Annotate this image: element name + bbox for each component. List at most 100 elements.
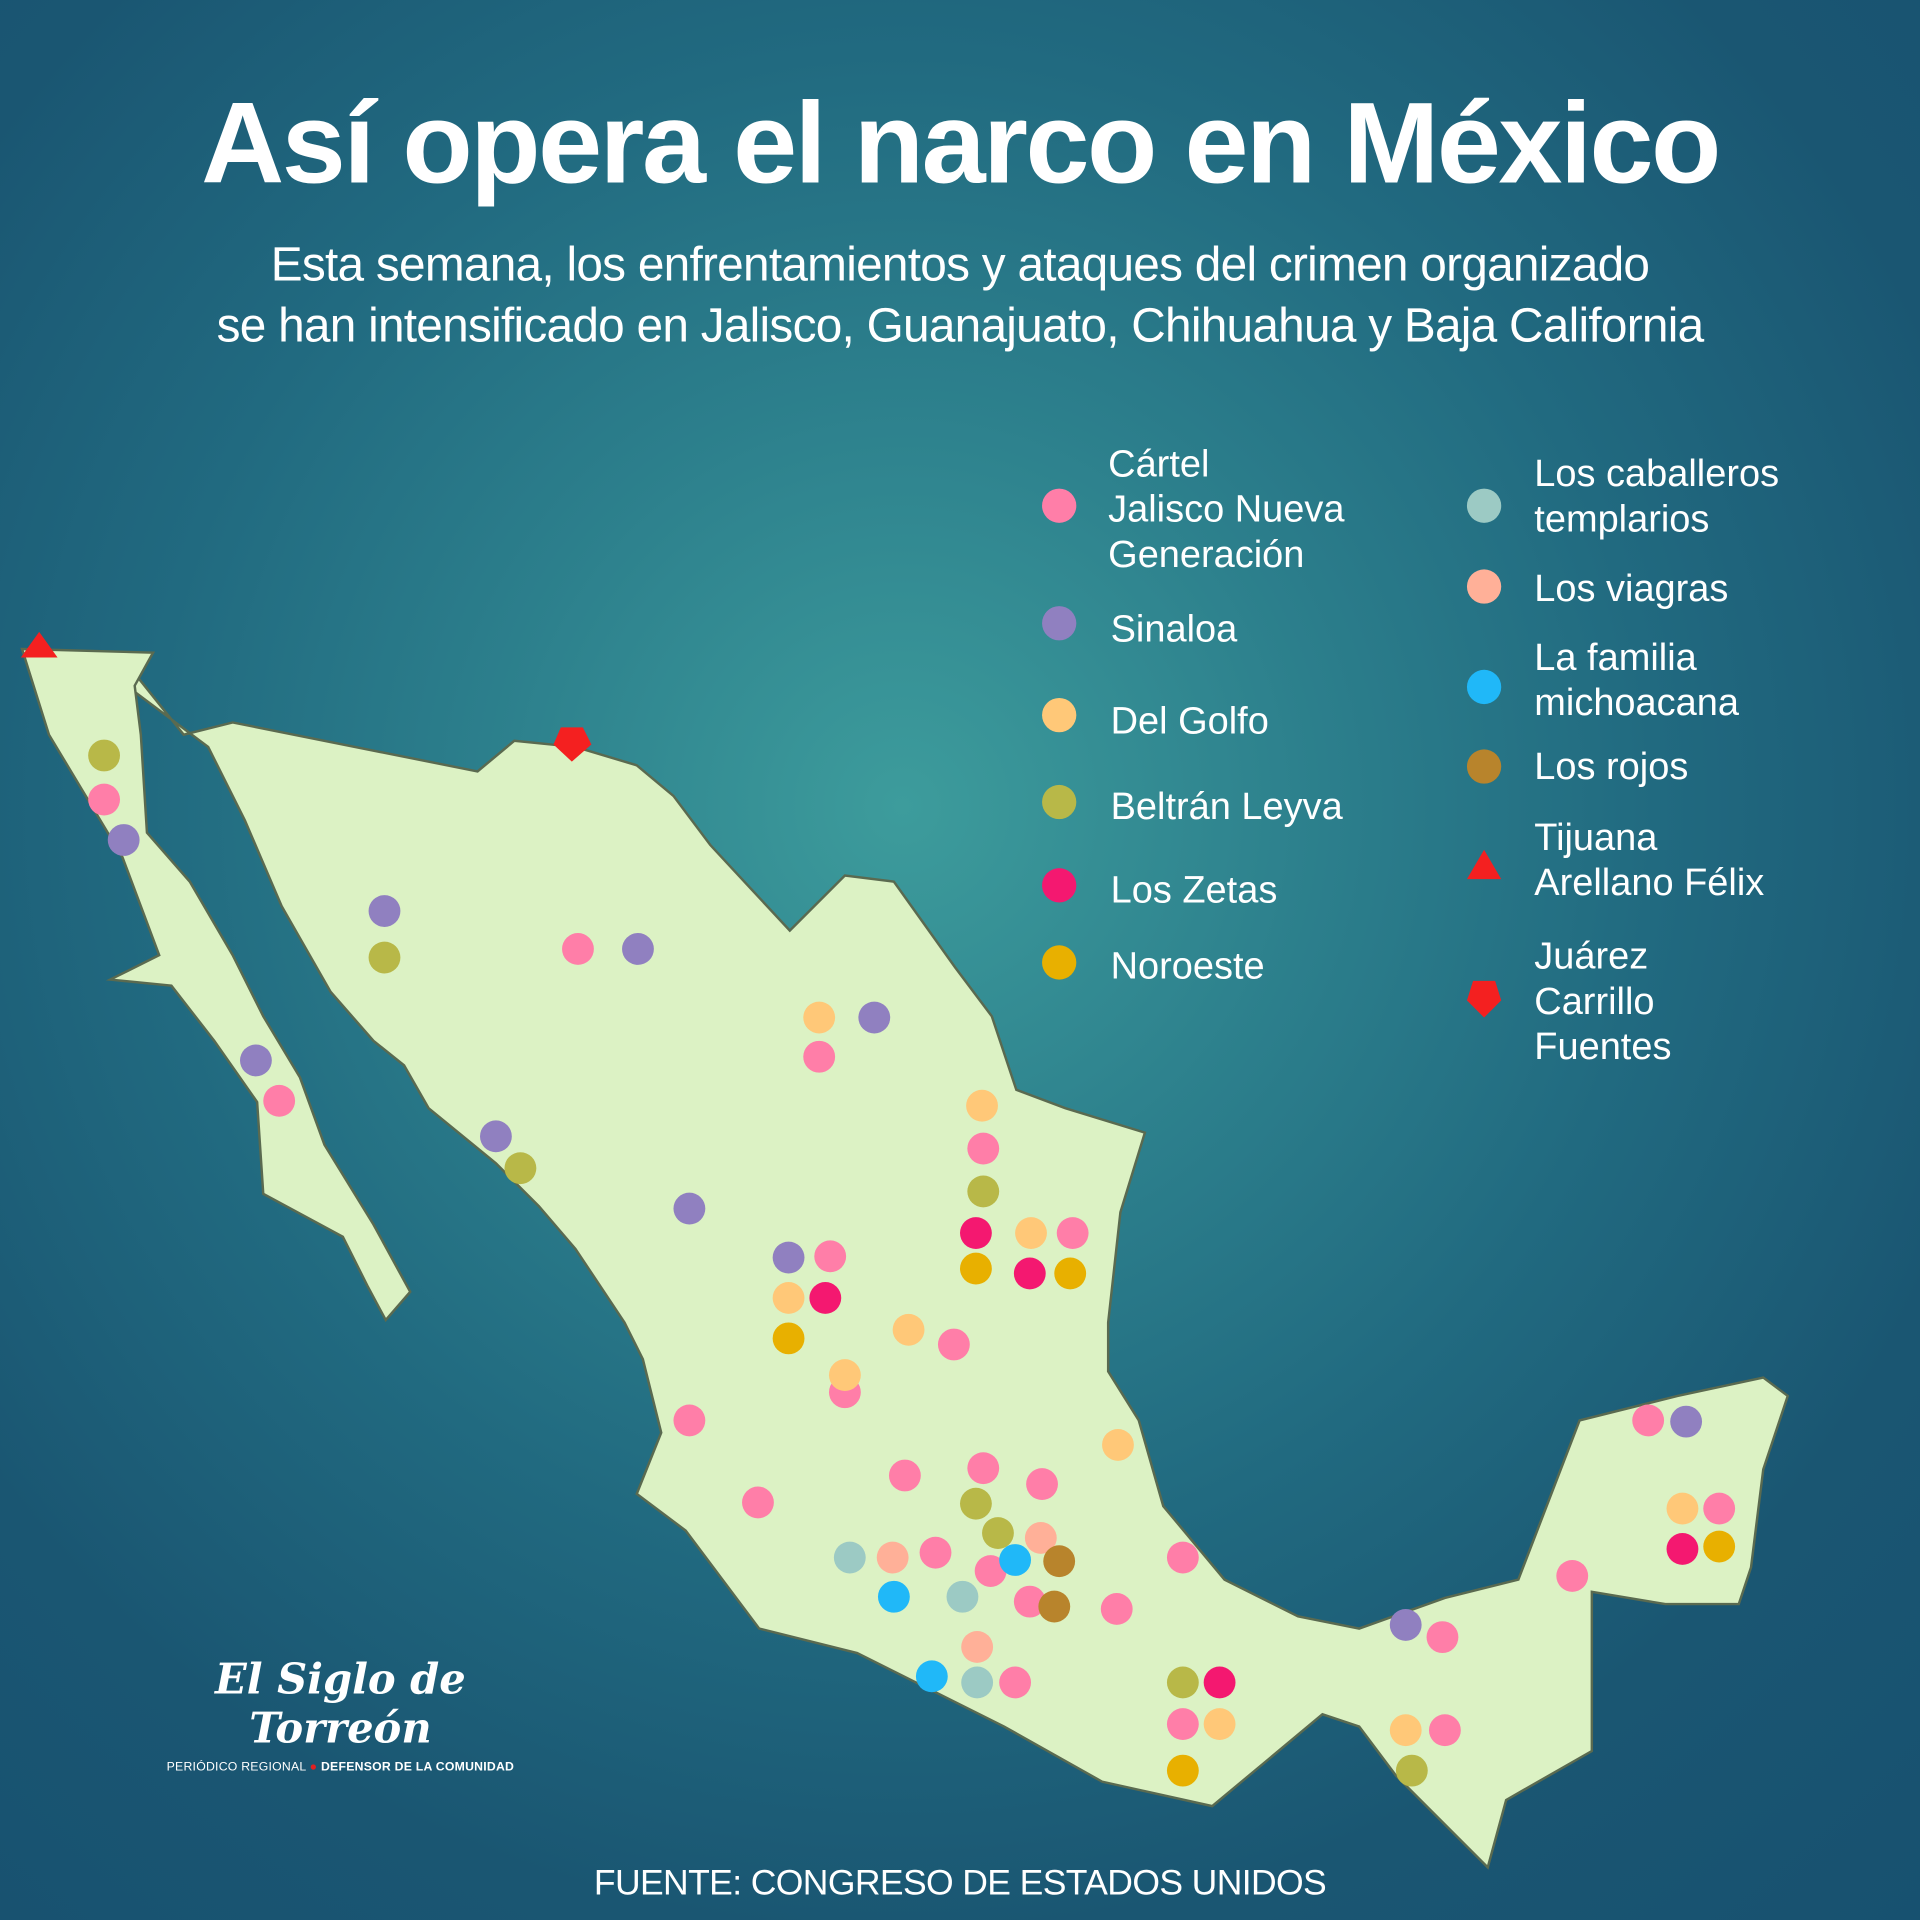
marker-N: [1054, 1257, 1087, 1290]
marker-V: [1024, 1522, 1057, 1554]
marker-J: [999, 1666, 1032, 1699]
legend-label: Noroeste: [1111, 943, 1265, 988]
legend-circle-icon: [1042, 488, 1077, 523]
marker-Z: [1203, 1666, 1236, 1699]
marker-N: [960, 1252, 992, 1285]
legend-circle-icon: [1466, 669, 1502, 705]
legend-label-line: Los rojos: [1534, 744, 1689, 788]
legend-label-line: Beltrán Leyva: [1110, 784, 1343, 828]
legend-circle-icon: [1042, 784, 1077, 820]
marker-J: [1026, 1468, 1058, 1501]
marker-F: [877, 1580, 910, 1613]
marker-S: [107, 824, 140, 856]
marker-G: [892, 1313, 925, 1346]
marker-B: [960, 1487, 992, 1520]
marker-J: [1632, 1404, 1665, 1437]
marker-G: [1102, 1428, 1134, 1461]
marker-S: [858, 1001, 891, 1034]
legend-label-line: Jalisco Nueva: [1108, 487, 1345, 531]
legend-circle-icon: [1466, 749, 1502, 784]
marker-J: [1556, 1560, 1589, 1592]
subtitle-line-1: Esta semana, los enfrentamientos y ataqu…: [270, 238, 1650, 292]
legend-label: Los rojos: [1534, 743, 1688, 788]
marker-R: [1038, 1590, 1071, 1623]
marker-Z: [809, 1282, 842, 1314]
marker-N: [1166, 1754, 1199, 1787]
subtitle-line-2: se han intensificado en Jalisco, Guanaju…: [216, 300, 1705, 353]
marker-J: [1100, 1593, 1133, 1625]
legend-label: La familia michoacana: [1534, 634, 1739, 725]
logo: El Siglo de Torreón PERIÓDICO REGIONAL ●…: [157, 1656, 524, 1775]
marker-G: [1015, 1217, 1047, 1249]
legend-label: Del Golfo: [1111, 698, 1269, 743]
legend-label: Los Zetas: [1111, 867, 1278, 912]
marker-J: [974, 1555, 1007, 1587]
legend-label: Los caballeros templarios: [1534, 451, 1779, 542]
marker-S: [480, 1120, 512, 1153]
marker-J: [1013, 1585, 1046, 1618]
legend-circle-icon: [1466, 488, 1502, 523]
marker-V: [876, 1541, 909, 1574]
marker-C: [961, 1666, 994, 1699]
logo-name: El Siglo de Torreón: [215, 1655, 466, 1754]
marker-J: [888, 1459, 921, 1492]
marker-J: [1166, 1708, 1199, 1741]
marker-R: [1043, 1545, 1076, 1578]
legend-label-line: Los viagras: [1534, 566, 1729, 610]
legend-label-line: Noroeste: [1110, 944, 1265, 987]
tagline-left: PERIÓDICO REGIONAL: [166, 1760, 307, 1775]
legend-label-line: Fuentes: [1534, 1024, 1672, 1068]
marker-V: [961, 1631, 994, 1663]
legend-circle-icon: [1042, 697, 1077, 733]
source-note: FUENTE: CONGRESO DE ESTADOS UNIDOS: [593, 1863, 1327, 1903]
marker-J: [919, 1536, 952, 1569]
marker-B: [1166, 1666, 1199, 1699]
marker-C: [833, 1541, 866, 1574]
marker-juarez-pentagon: [553, 727, 592, 762]
legend-label-line: Arellano Félix: [1534, 860, 1765, 904]
marker-J: [967, 1132, 1000, 1165]
legend-triangle-icon: [1466, 849, 1502, 880]
marker-G: [828, 1359, 861, 1392]
legend-label-line: Del Golfo: [1110, 699, 1269, 743]
marker-G: [1666, 1492, 1699, 1525]
marker-J: [1426, 1621, 1459, 1654]
marker-C: [946, 1580, 979, 1613]
marker-B: [368, 941, 401, 974]
marker-B: [967, 1175, 1000, 1208]
marker-tijuana-triangle: [20, 631, 58, 658]
marker-B: [982, 1517, 1014, 1549]
marker-J: [803, 1040, 836, 1073]
marker-Z: [1013, 1257, 1046, 1290]
marker-S: [673, 1192, 706, 1225]
legend-label: Juárez Carrillo Fuentes: [1534, 933, 1671, 1069]
marker-Z: [1666, 1533, 1699, 1565]
marker-G: [1203, 1708, 1236, 1741]
legend-label-line: Los Zetas: [1110, 868, 1278, 912]
legend-label-line: Sinaloa: [1110, 607, 1238, 651]
marker-Z: [960, 1217, 992, 1249]
page-title: Así opera el narco en México: [201, 78, 1721, 207]
marker-S: [1670, 1405, 1703, 1438]
legend-label-line: templarios: [1534, 497, 1710, 541]
marker-J: [1056, 1217, 1089, 1249]
marker-N: [772, 1322, 805, 1355]
marker-B: [504, 1152, 537, 1185]
marker-S: [1389, 1608, 1422, 1641]
marker-F: [999, 1544, 1032, 1576]
marker-J: [742, 1486, 774, 1519]
marker-S: [368, 895, 401, 927]
marker-J: [937, 1328, 970, 1361]
marker-S: [622, 933, 654, 965]
legend-label: Sinaloa: [1111, 606, 1238, 651]
legend-label-line: Carrillo: [1534, 979, 1655, 1023]
legend-label-line: Tijuana: [1534, 815, 1658, 859]
legend-circle-icon: [1042, 606, 1077, 641]
marker-J: [1428, 1714, 1461, 1747]
marker-S: [772, 1241, 805, 1274]
marker-G: [1389, 1714, 1422, 1747]
marker-J: [263, 1084, 296, 1117]
marker-J: [673, 1404, 706, 1437]
